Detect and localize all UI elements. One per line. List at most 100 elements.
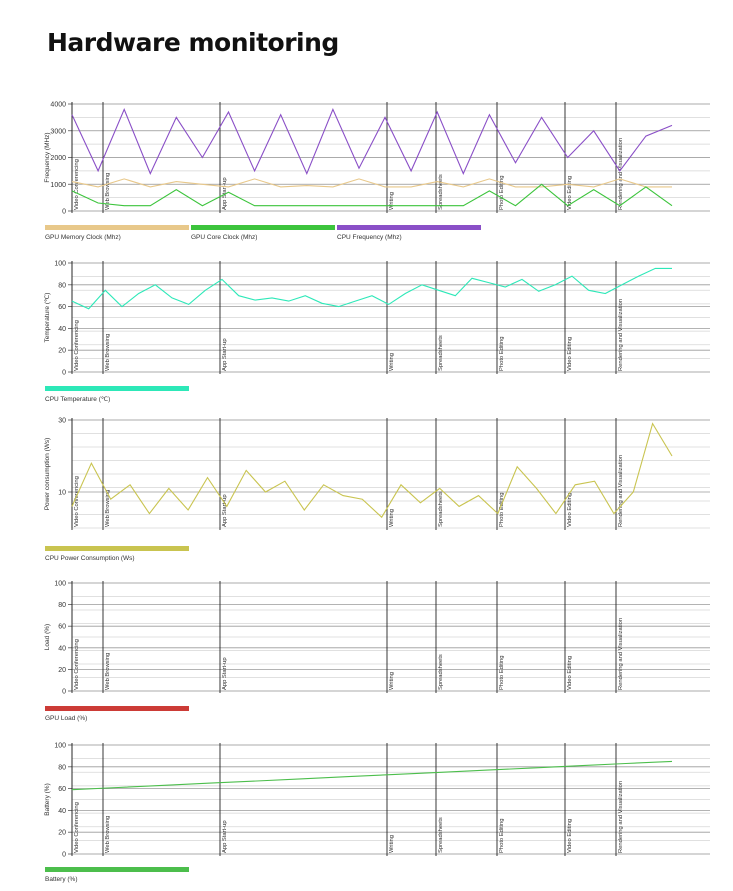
activity-label: Web Browsing [105,173,111,210]
y-tick-label: 2000 [50,155,66,162]
legend-label: Battery (%) [45,876,78,883]
legend-swatch [45,386,189,391]
legend-label: GPU Core Clock (Mhz) [191,234,258,241]
legend: CPU Temperature (℃) [45,386,189,403]
legend-label: GPU Load (%) [45,715,88,722]
activity-label: Spreadsheets [438,491,444,527]
y-tick-label: 60 [58,624,66,631]
legend-item: Battery (%) [45,867,189,883]
legend-label: CPU Temperature (℃) [45,396,111,403]
activity-label: Video Editing [567,493,573,527]
activity-label: Web Browsing [105,490,111,527]
y-tick-label: 20 [58,667,66,674]
y-tick-label: 40 [58,326,66,333]
legend-swatch [45,546,189,551]
y-tick-label: 80 [58,602,66,609]
activity-label: Photo Editing [499,176,505,210]
activity-label: Photo Editing [499,337,505,371]
activity-label: Photo Editing [499,493,505,527]
activity-label: Video Conferencing [74,802,80,853]
y-tick-label: 10 [58,490,66,497]
activity-label: Spreadsheets [438,174,444,210]
activity-label: Writing [389,509,395,527]
activity-label: Photo Editing [499,819,505,853]
activity-label: Video Conferencing [74,476,80,527]
activity-label: Writing [389,672,395,690]
activity-label: Video Editing [567,337,573,371]
legend-swatch [45,867,189,872]
legend-label: CPU Power Consumption (Ws) [45,555,135,562]
legend-label: GPU Memory Clock (Mhz) [45,234,121,241]
y-tick-label: 100 [54,261,66,268]
activity-label: Spreadsheets [438,817,444,853]
y-axis-label: Load (%) [44,624,51,650]
y-tick-label: 3000 [50,128,66,135]
activity-label: Web Browsing [105,653,111,690]
y-tick-label: 40 [58,808,66,815]
y-tick-label: 80 [58,764,66,771]
page-title: Hardware monitoring [47,28,339,57]
series-line-1 [71,422,673,519]
series-line-1 [71,760,673,791]
activity-label: App Start-up [222,338,228,371]
y-tick-label: 100 [54,581,66,588]
y-axis-label: Temperature (℃) [44,293,51,343]
legend: GPU Memory Clock (Mhz) GPU Core Clock (Mh… [45,225,481,241]
activity-label: Rendering and Visualization [618,138,624,210]
activity-label: Video Editing [567,176,573,210]
activity-label: Rendering and Visualization [618,618,624,690]
y-tick-label: 80 [58,282,66,289]
legend-label: CPU Frequency (Mhz) [337,234,402,241]
activity-label: App Start-up [222,494,228,527]
y-tick-label: 20 [58,348,66,355]
activity-label: Writing [389,192,395,210]
activity-label: Web Browsing [105,816,111,853]
legend-item: CPU Power Consumption (Ws) [45,546,189,562]
legend-swatch [191,225,335,230]
series-line-1 [71,178,672,188]
activity-label: Video Conferencing [74,159,80,210]
activity-label: Video Conferencing [74,639,80,690]
activity-label: Video Editing [567,656,573,690]
legend-swatch [45,706,189,711]
y-tick-label: 1000 [50,182,66,189]
activity-label: Writing [389,835,395,853]
legend-item: CPU Temperature (℃) [45,386,189,403]
y-tick-label: 0 [62,209,66,216]
y-axis-label: Frequency (MHz) [44,132,51,182]
activity-label: Rendering and Visualization [618,455,624,527]
y-axis-label: Battery (%) [44,783,51,816]
activity-label: App Start-up [222,657,228,690]
legend-item: GPU Load (%) [45,706,189,722]
legend: Battery (%) [45,867,189,883]
y-tick-label: 40 [58,645,66,652]
activity-label: Rendering and Visualization [618,299,624,371]
legend-item: CPU Frequency (Mhz) [337,225,481,241]
activity-label: Writing [389,353,395,371]
activity-label: Video Conferencing [74,320,80,371]
legend-swatch [337,225,481,230]
legend-item: GPU Memory Clock (Mhz) [45,225,189,241]
activity-label: App Start-up [222,820,228,853]
legend-item: GPU Core Clock (Mhz) [191,225,335,241]
y-tick-label: 0 [62,852,66,859]
y-tick-label: 100 [54,743,66,750]
activity-label: Video Editing [567,819,573,853]
legend: CPU Power Consumption (Ws) [45,546,189,562]
series-line-1 [71,267,672,310]
activity-label: Photo Editing [499,656,505,690]
activity-label: Spreadsheets [438,335,444,371]
activity-label: Spreadsheets [438,654,444,690]
series-line-3 [71,107,673,176]
legend-swatch [45,225,189,230]
y-tick-label: 0 [62,689,66,696]
activity-label: Rendering and Visualization [618,781,624,853]
y-tick-label: 60 [58,304,66,311]
y-tick-label: 0 [62,370,66,377]
y-tick-label: 60 [58,786,66,793]
